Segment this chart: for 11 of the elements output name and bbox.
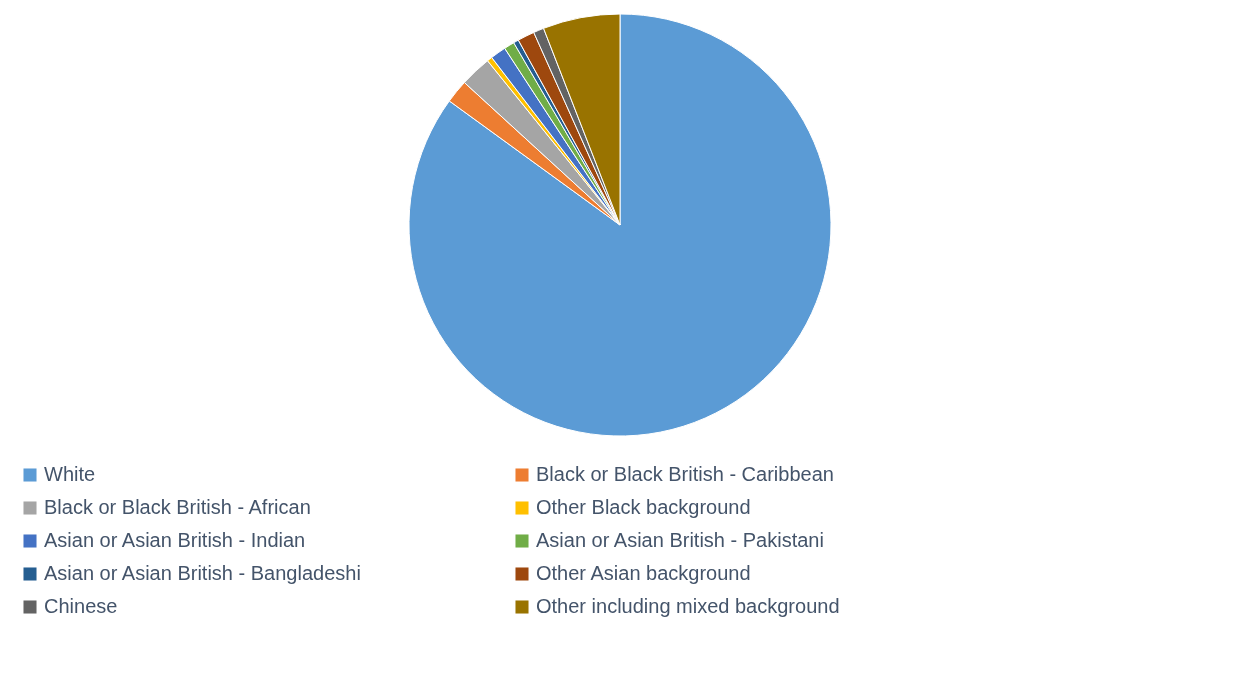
- legend-label: Asian or Asian British - Bangladeshi: [44, 562, 361, 584]
- legend-label: Black or Black British - Caribbean: [536, 463, 834, 485]
- legend-label: Asian or Asian British - Pakistani: [536, 529, 824, 551]
- legend-label: Other including mixed background: [536, 595, 840, 617]
- legend-label: Other Black background: [536, 496, 751, 518]
- legend-label: Chinese: [44, 595, 118, 617]
- pie-slice: [408, 13, 832, 437]
- legend-label: Black or Black British - African: [44, 496, 311, 518]
- legend-label: Other Asian background: [536, 562, 751, 584]
- legend-label: White: [44, 463, 96, 485]
- legend-label: Asian or Asian British - Indian: [44, 529, 306, 551]
